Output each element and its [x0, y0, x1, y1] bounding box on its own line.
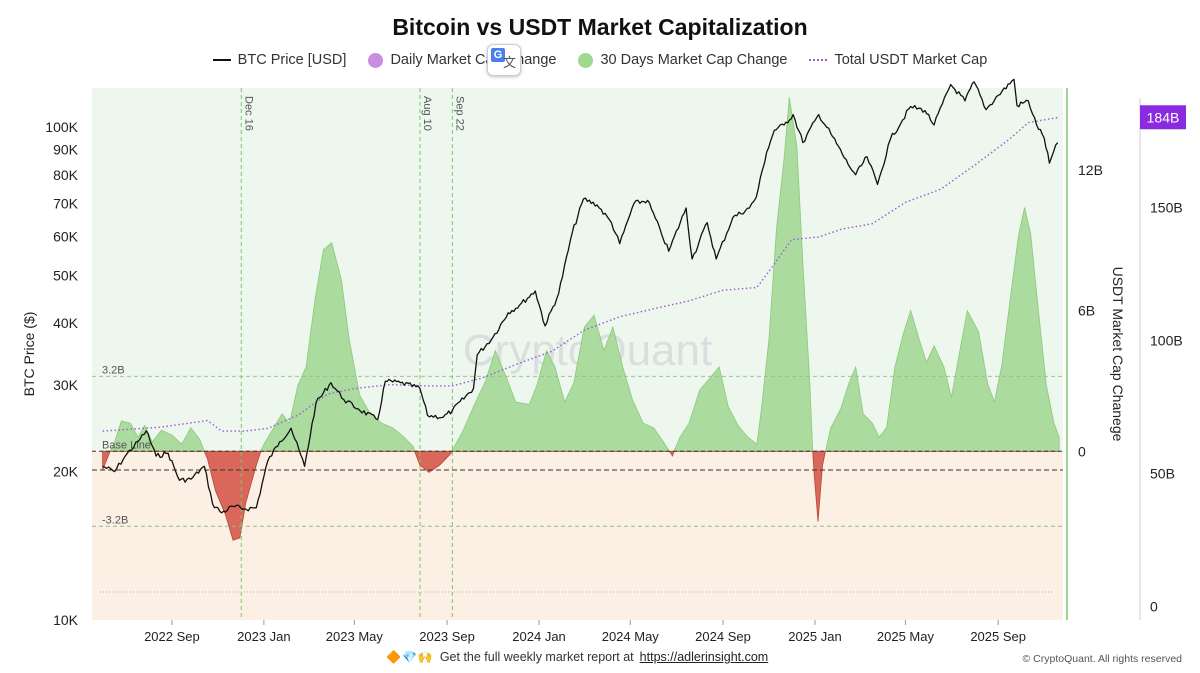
dot-swatch-icon — [368, 52, 384, 68]
reference-label: Base Line — [102, 439, 151, 451]
left-tick-label: 50K — [53, 267, 79, 283]
x-tick-label: 2023 Sep — [419, 629, 475, 644]
left-tick-label: 100K — [45, 119, 78, 135]
event-label: Sep 22 — [453, 96, 465, 131]
footer: 🔶💎🙌 Get the full weekly market report at… — [386, 650, 768, 664]
mid-tick-label: 6B — [1078, 303, 1095, 319]
left-tick-label: 80K — [53, 167, 79, 183]
reference-label: -3.2B — [102, 514, 128, 526]
x-tick-label: 2024 Sep — [695, 629, 751, 644]
right-axis-badge — [1140, 105, 1186, 130]
legend-label: BTC Price [USD] — [237, 52, 347, 68]
event-label: Aug 10 — [421, 96, 433, 131]
left-tick-label: 10K — [53, 612, 79, 628]
legend-label: Total USDT Market Cap — [834, 52, 988, 68]
footer-link[interactable]: https://adlerinsight.com — [639, 650, 769, 664]
x-tick-label: 2024 May — [602, 629, 660, 644]
mid-axis-title: USDT Market Cap Chanege — [1110, 267, 1126, 442]
mid-tick-label: 0 — [1078, 443, 1086, 459]
right-axis-badge-label: 184B — [1147, 109, 1180, 125]
line-swatch-icon — [212, 59, 231, 61]
x-tick-label: 2023 May — [326, 629, 384, 644]
copyright: © CryptoQuant. All rights reserved — [1022, 653, 1182, 665]
x-tick-label: 2022 Sep — [144, 629, 200, 644]
x-tick-label: 2025 Sep — [970, 629, 1026, 644]
right-tick-label: 100B — [1150, 333, 1183, 349]
x-tick-label: 2025 Jan — [788, 629, 842, 644]
left-tick-label: 30K — [53, 377, 79, 393]
left-tick-label: 60K — [53, 228, 79, 244]
x-tick-label: 2024 Jan — [512, 629, 566, 644]
dotted-swatch-icon — [809, 59, 828, 61]
dot-swatch-icon — [578, 52, 594, 68]
left-tick-label: 20K — [53, 464, 79, 480]
right-tick-label: 150B — [1150, 200, 1183, 216]
legend-item-usdt-mcap[interactable]: Total USDT Market Cap — [809, 52, 987, 68]
left-tick-label: 90K — [53, 142, 79, 158]
x-tick-label: 2023 Jan — [237, 629, 291, 644]
right-tick-label: 0 — [1150, 599, 1158, 615]
legend-item-btc-price[interactable]: BTC Price [USD] — [212, 52, 347, 68]
left-tick-label: 70K — [53, 195, 79, 211]
emoji-icons: 🔶💎🙌 — [386, 650, 434, 664]
mid-tick-label: 12B — [1078, 162, 1103, 178]
right-tick-label: 50B — [1150, 466, 1175, 482]
legend: BTC Price [USD] Daily Market Cap Change … — [0, 52, 1200, 68]
legend-label: 30 Days Market Cap Change — [600, 52, 788, 68]
chart-title: Bitcoin vs USDT Market Capitalization — [392, 14, 808, 40]
left-tick-label: 40K — [53, 315, 79, 331]
left-axis-title: BTC Price ($) — [21, 312, 37, 397]
footer-text: Get the full weekly market report at — [439, 650, 634, 664]
reference-label: 3.2B — [102, 364, 125, 376]
series-btc-price — [102, 78, 1059, 514]
x-tick-label: 2025 May — [877, 629, 935, 644]
legend-item-30d-change[interactable]: 30 Days Market Cap Change — [578, 52, 787, 68]
event-label: Dec 16 — [242, 96, 254, 131]
